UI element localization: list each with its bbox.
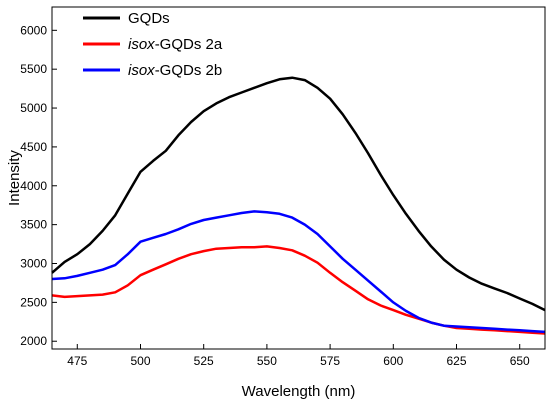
y-tick-label: 6000 [20, 23, 47, 37]
x-tick-label: 500 [130, 354, 150, 368]
x-tick-label: 625 [446, 354, 466, 368]
y-tick-label: 3500 [20, 218, 47, 232]
legend-entry-2: isox-GQDs 2a [128, 36, 223, 53]
legend-entry-prefix: isox [128, 62, 155, 79]
y-tick-label: 5500 [20, 62, 47, 76]
y-axis-title: Intensity [6, 150, 23, 206]
plot-lines [51, 76, 546, 335]
series-line-1 [51, 76, 546, 312]
x-tick-label: 475 [67, 354, 87, 368]
y-tick-label: 3000 [20, 257, 47, 271]
x-tick-label: 575 [320, 354, 340, 368]
y-tick-label: 2000 [20, 334, 47, 348]
plot-frame [51, 6, 546, 350]
legend-entry-3: isox-GQDs 2b [128, 62, 222, 79]
x-axis-title: Wavelength (nm) [242, 383, 356, 400]
y-tick-label: 5000 [20, 101, 47, 115]
series-line-2 [51, 245, 546, 335]
y-tick-label: 4500 [20, 140, 47, 154]
x-tick-label: 600 [383, 354, 403, 368]
y-axis: 2000 2500 3000 3500 4000 4500 5000 5500 6000 [20, 23, 57, 348]
x-tick-label: 525 [194, 354, 214, 368]
x-tick-label: 550 [257, 354, 277, 368]
legend-entry-prefix: isox [128, 36, 155, 53]
legend-entry-1: GQDs [128, 10, 170, 27]
legend-entry-label: -GQDs 2a [155, 36, 223, 53]
series-line-3 [51, 210, 546, 334]
x-tick-label: 650 [510, 354, 530, 368]
y-tick-label: 2500 [20, 295, 47, 309]
y-tick-label: 4000 [20, 179, 47, 193]
legend-entry-label: GQDs [128, 10, 170, 27]
x-axis: 475 500 525 550 575 600 625 650 [67, 344, 530, 368]
legend-entry-label: -GQDs 2b [155, 62, 223, 79]
